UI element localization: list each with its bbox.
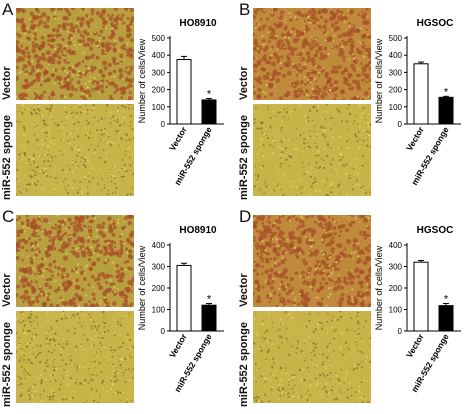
y-tick-label: 300 <box>152 68 166 77</box>
sponge-micrograph <box>16 104 134 196</box>
chart-title: HGSOC <box>417 18 454 29</box>
sponge-micrograph <box>253 311 371 403</box>
sponge-row-label: miR-552 sponge <box>238 115 250 200</box>
y-tick-label: 200 <box>152 284 166 293</box>
y-tick-label: 100 <box>152 306 166 315</box>
sponge-row-label: miR-552 sponge <box>238 322 250 407</box>
category-label: Vector <box>167 331 189 359</box>
significance-marker: * <box>207 89 212 101</box>
sponge-micrograph <box>16 311 134 403</box>
bar-chart: HGSOC Number of cells/View 0 100 200 300 400 Ve… <box>374 225 461 394</box>
vector-row-label: Vector <box>238 273 250 307</box>
vector-micrograph <box>16 215 134 307</box>
bar-sponge <box>201 99 217 125</box>
sponge-row-label: miR-552 sponge <box>1 322 13 407</box>
y-tick-label: 200 <box>389 86 403 95</box>
significance-marker: * <box>444 86 449 98</box>
y-tick-label: 100 <box>389 103 403 112</box>
significance-marker: * <box>207 293 212 305</box>
chart-title: HO8910 <box>179 18 217 29</box>
y-tick-label: 0 <box>398 327 403 336</box>
y-axis-label: Number of cells/View <box>137 38 147 123</box>
vector-micrograph <box>16 8 134 100</box>
y-tick-label: 100 <box>152 103 166 112</box>
bar-sponge <box>201 304 217 332</box>
bar-chart: HO8910 Number of cells/View 0 100 200 300 400 V… <box>137 225 224 394</box>
significance-marker: * <box>444 293 449 305</box>
category-label: Vector <box>167 124 189 152</box>
bar-vector <box>413 63 429 125</box>
category-label: Vector <box>404 331 426 359</box>
y-tick-label: 100 <box>389 306 403 315</box>
y-axis-label: Number of cells/View <box>374 245 384 330</box>
sponge-row-label: miR-552 sponge <box>1 115 13 200</box>
category-label: Vector <box>404 124 426 152</box>
chart-title: HGSOC <box>417 225 454 236</box>
bar-vector <box>413 261 429 332</box>
y-axis-label: Number of cells/View <box>374 38 384 123</box>
panel-a: A Vector miR-552 sponge HO8910 Number of cel… <box>0 0 237 207</box>
y-tick-label: 300 <box>389 68 403 77</box>
y-tick-label: 500 <box>389 34 403 43</box>
y-tick-label: 400 <box>389 51 403 60</box>
vector-micrograph <box>253 8 371 100</box>
y-axis-label: Number of cells/View <box>137 245 147 330</box>
bar-sponge <box>438 96 454 125</box>
sponge-micrograph <box>253 104 371 196</box>
vector-row-label: Vector <box>238 66 250 100</box>
y-tick-label: 500 <box>152 34 166 43</box>
y-tick-label: 400 <box>152 51 166 60</box>
bar-sponge <box>438 305 454 332</box>
y-tick-label: 200 <box>389 284 403 293</box>
y-tick-label: 0 <box>161 120 166 129</box>
panel-letter: D <box>239 207 252 226</box>
y-tick-label: 400 <box>152 241 166 250</box>
y-tick-label: 400 <box>389 241 403 250</box>
panel-letter: A <box>2 0 14 19</box>
panel-letter: C <box>2 207 15 226</box>
y-tick-label: 300 <box>152 263 166 272</box>
vector-micrograph <box>253 215 371 307</box>
bar-vector <box>176 264 192 332</box>
y-tick-label: 200 <box>152 86 166 95</box>
y-tick-label: 0 <box>161 327 166 336</box>
bar-vector <box>176 59 192 125</box>
y-tick-label: 300 <box>389 263 403 272</box>
bar-chart: HO8910 Number of cells/View 0 100 200 300 400 5… <box>137 18 224 187</box>
chart-title: HO8910 <box>179 225 217 236</box>
panel-c: C Vector miR-552 sponge HO8910 Number of cel… <box>0 207 237 414</box>
panel-b: B Vector miR-552 sponge HGSOC Number of cell… <box>237 0 474 207</box>
vector-row-label: Vector <box>1 66 13 100</box>
y-tick-label: 0 <box>398 120 403 129</box>
panel-d: D Vector miR-552 sponge HGSOC Number of cell… <box>237 207 474 414</box>
vector-row-label: Vector <box>1 273 13 307</box>
bar-chart: HGSOC Number of cells/View 0 100 200 300 400 50… <box>374 18 461 187</box>
panel-letter: B <box>239 0 251 19</box>
